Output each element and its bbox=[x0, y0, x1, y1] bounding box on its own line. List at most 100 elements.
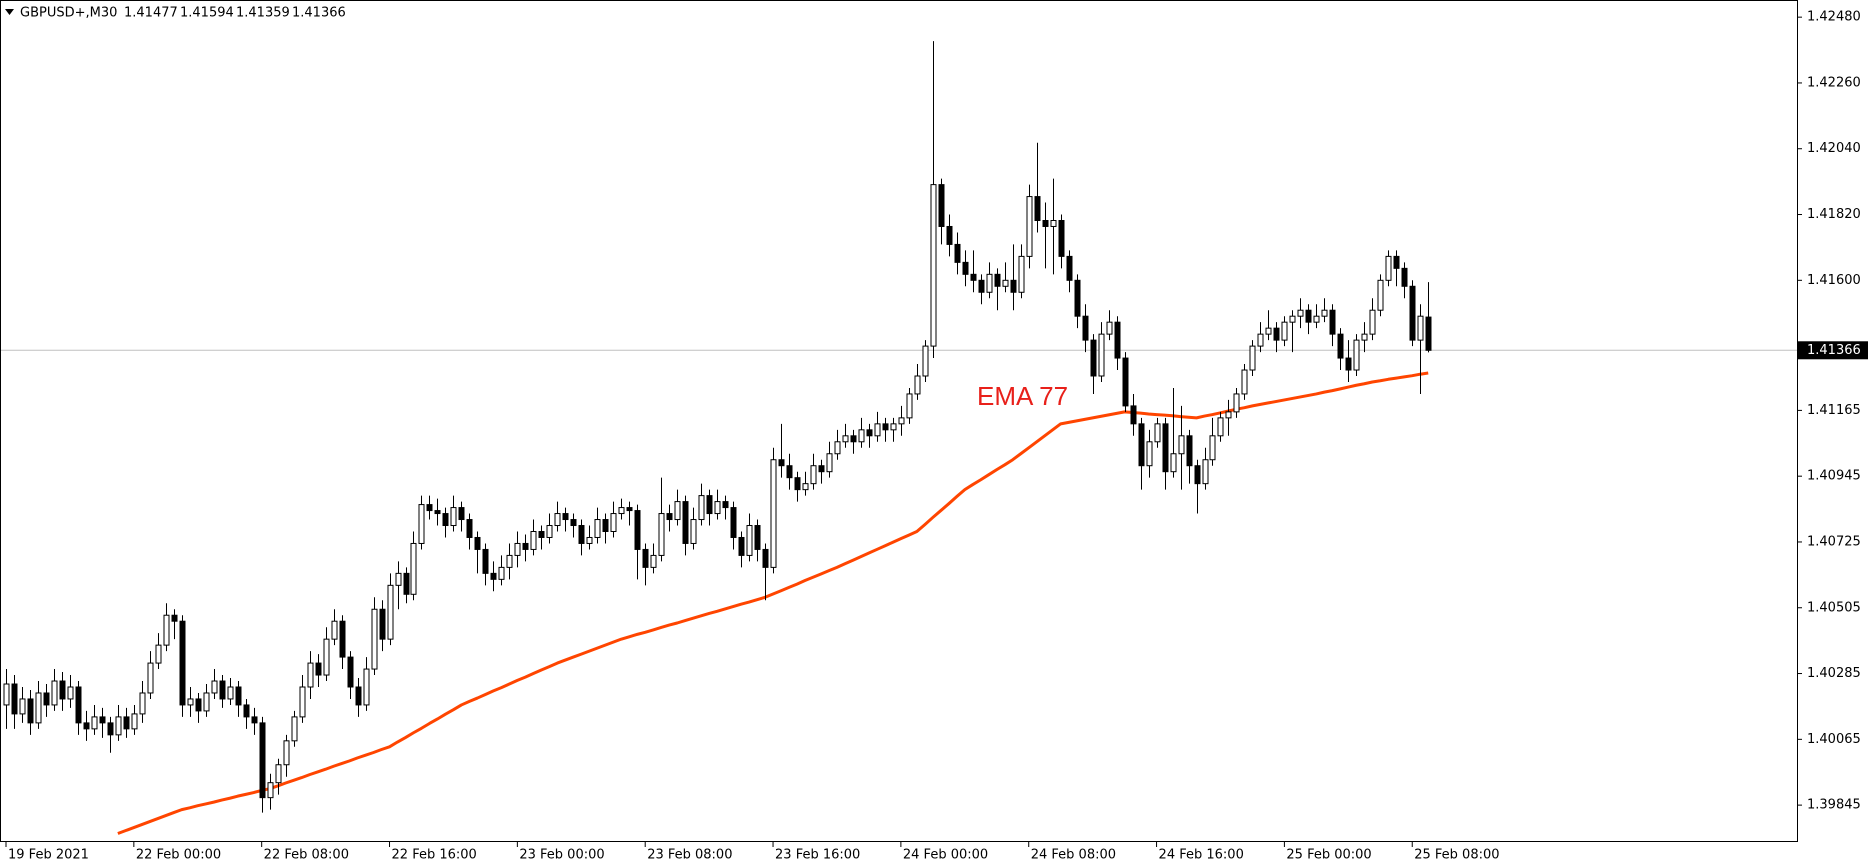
candle-body bbox=[107, 722, 114, 736]
candle-body bbox=[355, 686, 362, 706]
candle-body bbox=[259, 722, 266, 799]
candle-body bbox=[610, 513, 617, 532]
candle-body bbox=[1241, 369, 1248, 395]
x-tick-label: 23 Feb 08:00 bbox=[647, 848, 732, 863]
candle bbox=[570, 513, 577, 538]
candle bbox=[1265, 310, 1272, 341]
x-tick-label: 24 Feb 16:00 bbox=[1159, 848, 1244, 863]
candle-body bbox=[1082, 315, 1089, 341]
candle bbox=[179, 615, 186, 717]
candle bbox=[1074, 274, 1081, 329]
candle-body bbox=[1409, 285, 1416, 341]
candle-body bbox=[458, 507, 465, 521]
candle bbox=[882, 417, 889, 442]
candle-body bbox=[235, 686, 242, 706]
candle bbox=[602, 513, 609, 544]
candle-body bbox=[363, 668, 370, 706]
candle bbox=[131, 704, 138, 735]
candle-body bbox=[1385, 255, 1392, 281]
candle-body bbox=[1034, 196, 1041, 222]
candle-body bbox=[714, 501, 721, 515]
candle bbox=[3, 669, 10, 729]
candle bbox=[1305, 304, 1312, 335]
candle-body bbox=[1425, 316, 1432, 351]
candle-body bbox=[1002, 279, 1009, 287]
candle-body bbox=[1233, 393, 1240, 413]
y-tick-label: 1.42260 bbox=[1807, 75, 1861, 90]
candle bbox=[506, 543, 513, 580]
candle-body bbox=[395, 572, 402, 586]
candle-body bbox=[898, 417, 905, 425]
candle-body bbox=[1329, 309, 1336, 335]
candle-body bbox=[450, 507, 457, 527]
candle-body bbox=[1321, 309, 1328, 317]
candle bbox=[674, 489, 681, 526]
x-tick-label: 22 Feb 16:00 bbox=[392, 848, 477, 863]
candle bbox=[243, 698, 250, 729]
candle bbox=[690, 507, 697, 550]
x-tick-label: 24 Feb 00:00 bbox=[903, 848, 988, 863]
candle bbox=[1010, 244, 1017, 311]
candle bbox=[802, 471, 809, 496]
candle bbox=[818, 459, 825, 484]
header-open: 1.41477 bbox=[124, 6, 178, 21]
candle bbox=[195, 692, 202, 723]
candle-body bbox=[1257, 333, 1264, 347]
candle bbox=[1337, 328, 1344, 371]
candle-body bbox=[131, 713, 138, 730]
candle-body bbox=[1249, 345, 1256, 371]
candle-body bbox=[1377, 279, 1384, 311]
candle-body bbox=[506, 554, 513, 568]
candle bbox=[219, 675, 226, 708]
candle bbox=[363, 657, 370, 711]
candle-body bbox=[1401, 267, 1408, 287]
candle-body bbox=[147, 662, 154, 694]
candle-body bbox=[1313, 315, 1320, 323]
candle bbox=[371, 597, 378, 676]
header-close: 1.41366 bbox=[292, 6, 346, 21]
candle-body bbox=[1050, 220, 1057, 227]
candle-body bbox=[1265, 327, 1272, 335]
candle-body bbox=[1273, 327, 1280, 341]
candle-body bbox=[690, 519, 697, 544]
candle bbox=[738, 531, 745, 568]
candle bbox=[786, 453, 793, 490]
y-tick-label: 1.40945 bbox=[1807, 469, 1861, 484]
y-tick-label: 1.42480 bbox=[1807, 10, 1861, 25]
candle-body bbox=[1114, 321, 1121, 359]
candle-body bbox=[850, 435, 857, 443]
candle-body bbox=[1353, 339, 1360, 371]
candle-body bbox=[874, 423, 881, 437]
candle bbox=[1122, 352, 1129, 412]
candle bbox=[458, 501, 465, 532]
candle bbox=[1034, 142, 1041, 233]
candle bbox=[11, 675, 18, 729]
candle bbox=[970, 250, 977, 293]
candle bbox=[35, 681, 42, 729]
candle-body bbox=[251, 716, 258, 724]
candle bbox=[315, 654, 322, 687]
candle bbox=[1313, 304, 1320, 329]
candle-body bbox=[986, 273, 993, 293]
candle bbox=[67, 675, 74, 708]
candle bbox=[754, 519, 761, 562]
candle bbox=[682, 495, 689, 556]
menu-triangle[interactable] bbox=[5, 9, 14, 15]
candle bbox=[466, 513, 473, 550]
candle bbox=[930, 41, 937, 359]
x-tick-label: 23 Feb 16:00 bbox=[775, 848, 860, 863]
candle bbox=[1233, 387, 1240, 418]
y-tick-label: 1.40505 bbox=[1807, 600, 1861, 615]
header-high: 1.41594 bbox=[180, 6, 234, 21]
candle bbox=[778, 423, 785, 478]
candle bbox=[147, 651, 154, 699]
candle-body bbox=[403, 572, 410, 595]
candle bbox=[1002, 262, 1009, 293]
candle bbox=[299, 675, 306, 723]
candle bbox=[1289, 310, 1296, 353]
candle-body bbox=[211, 680, 218, 694]
candle bbox=[171, 609, 178, 640]
x-tick-label: 24 Feb 08:00 bbox=[1031, 848, 1116, 863]
candle bbox=[834, 429, 841, 460]
candle bbox=[1162, 417, 1169, 490]
